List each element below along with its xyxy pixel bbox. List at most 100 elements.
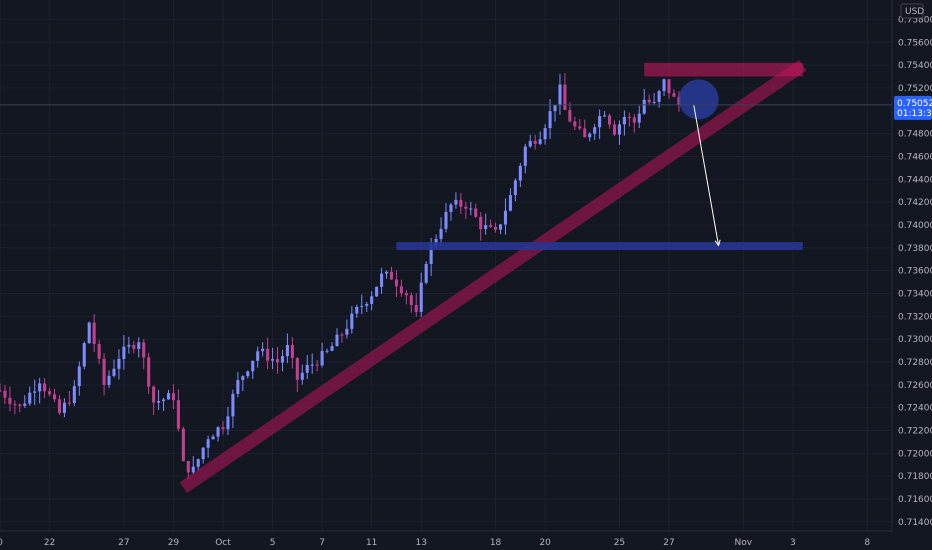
price-tick-label: 0.75600: [898, 38, 932, 48]
candle-body: [528, 140, 532, 147]
price-tick-label: 0.73400: [898, 289, 932, 299]
price-tick-label: 0.72000: [898, 449, 932, 459]
time-tick-label: 18: [490, 538, 502, 548]
candle-body: [573, 121, 577, 127]
candle-body: [18, 404, 22, 406]
candle-body: [57, 399, 62, 413]
candle-body: [459, 199, 463, 207]
candle-body: [231, 393, 235, 417]
candle-body: [112, 368, 116, 376]
time-tick-label: 20: [539, 538, 551, 548]
candle-body: [588, 133, 592, 138]
price-tick-label: 0.75800: [898, 15, 932, 25]
candle-body: [23, 403, 27, 406]
candle-body: [137, 342, 141, 349]
candle-body: [360, 305, 364, 307]
candle-body: [394, 279, 398, 287]
price-tick-label: 0.72400: [898, 404, 932, 414]
candle-body: [330, 346, 334, 351]
candle-body: [315, 364, 319, 366]
candle-body: [52, 394, 57, 400]
candle-body: [38, 383, 42, 392]
candle-body: [266, 348, 270, 361]
candle-body: [404, 293, 408, 296]
candle-body: [325, 350, 329, 352]
candle-body: [464, 206, 468, 209]
candle-body: [261, 348, 265, 352]
price-axis-panel: [892, 0, 932, 550]
candle-body: [300, 372, 304, 380]
time-tick-label: 0: [0, 538, 3, 548]
candle-body: [8, 397, 12, 404]
candle-body: [523, 146, 527, 166]
candle-body: [181, 428, 185, 461]
candle-body: [221, 427, 225, 430]
target-circle[interactable]: [678, 79, 719, 120]
candle-body: [375, 286, 379, 297]
support-zone[interactable]: [396, 242, 803, 251]
candle-body: [454, 199, 458, 205]
candle-body: [424, 263, 428, 283]
candle-body: [439, 228, 443, 239]
candle-body: [350, 313, 354, 329]
candle-body: [419, 282, 423, 312]
candle-body: [652, 101, 656, 103]
candle-body: [622, 116, 626, 125]
candle-body: [503, 210, 508, 225]
candle-body: [147, 357, 151, 387]
time-tick-label: 27: [663, 538, 674, 548]
candle-body: [28, 392, 32, 404]
candle-body: [201, 447, 205, 460]
candle-body: [489, 225, 493, 227]
candle-body: [191, 466, 195, 473]
time-tick-label: 25: [614, 538, 625, 548]
candle-body: [365, 303, 369, 306]
candle-body: [533, 140, 537, 144]
candle-body: [617, 124, 621, 135]
price-tick-label: 0.71800: [898, 472, 932, 482]
time-tick-label: 22: [44, 538, 55, 548]
currency-button[interactable]: [900, 3, 924, 19]
currency-label: USD: [905, 7, 924, 17]
time-tick-label: 29: [168, 538, 180, 548]
price-tick-label: 0.72600: [898, 381, 932, 391]
projection-arrow-line[interactable]: [693, 104, 720, 246]
price-tick-label: 0.72200: [898, 427, 932, 437]
candle-body: [593, 127, 597, 134]
time-tick-label: 8: [864, 538, 870, 548]
resistance-zone[interactable]: [644, 62, 803, 77]
price-tick-label: 0.74400: [898, 175, 932, 185]
price-tick-label: 0.73200: [898, 312, 932, 322]
candle-body: [474, 208, 478, 217]
candle-body: [246, 371, 250, 377]
price-tick-label: 0.74000: [898, 221, 932, 231]
candle-body: [558, 84, 562, 106]
candle-body: [107, 375, 111, 385]
candle-body: [43, 383, 47, 392]
time-tick-label: Oct: [215, 538, 231, 548]
last-price-badge: [894, 95, 932, 120]
candle-body: [62, 402, 66, 413]
candle-body: [583, 128, 587, 138]
candle-body: [444, 211, 448, 229]
candle-body: [642, 99, 646, 114]
candle-body: [305, 364, 309, 373]
candle-body: [161, 399, 166, 402]
candle-body: [494, 226, 498, 230]
candle-body: [271, 359, 275, 361]
candle-body: [434, 238, 438, 246]
candle-body: [132, 344, 136, 349]
candle-body: [171, 393, 175, 401]
time-tick-label: 13: [415, 538, 426, 548]
price-tick-label: 0.73000: [898, 335, 932, 345]
price-tick-label: 0.74600: [898, 152, 932, 162]
time-tick-label: 11: [366, 538, 377, 548]
price-tick-label: 0.73800: [898, 244, 932, 254]
candle-body: [632, 117, 636, 123]
candle-body: [484, 225, 488, 230]
candle-body: [667, 79, 671, 94]
candle-body: [275, 359, 280, 363]
candle-body: [598, 116, 602, 128]
